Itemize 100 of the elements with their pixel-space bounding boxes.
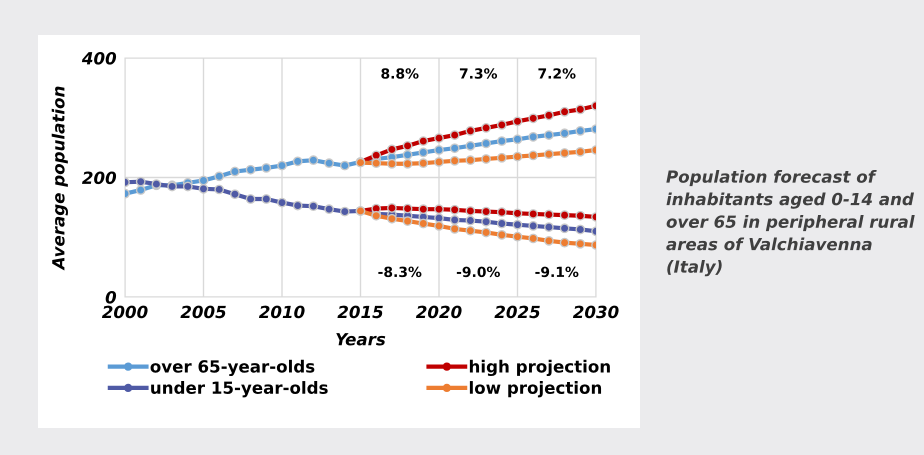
point (466, 155, 476, 166)
point (512, 208, 522, 218)
point (324, 158, 334, 168)
annotation: 7.3% (460, 68, 498, 79)
point (230, 166, 240, 176)
point (512, 152, 522, 162)
x-tick-label: 2010 (258, 306, 305, 318)
point (136, 185, 146, 195)
point (544, 149, 554, 160)
point (481, 123, 491, 133)
point (560, 106, 570, 117)
point (402, 140, 412, 151)
point (434, 204, 444, 214)
point (402, 204, 412, 214)
point (560, 210, 570, 220)
point (481, 216, 491, 227)
point (371, 158, 382, 168)
point (450, 143, 460, 154)
point (575, 146, 586, 157)
point (528, 113, 538, 124)
point (292, 156, 303, 166)
legend-label: high projection (470, 360, 610, 376)
point (402, 216, 412, 226)
point (402, 158, 412, 169)
point (496, 218, 507, 228)
point (528, 221, 538, 231)
point (544, 210, 554, 220)
point (528, 234, 538, 244)
point (575, 210, 586, 221)
point (496, 120, 507, 130)
point (560, 128, 570, 138)
point (418, 218, 428, 228)
point (496, 136, 507, 146)
point (434, 157, 444, 167)
point (560, 223, 570, 234)
point (496, 207, 507, 218)
point (214, 184, 224, 194)
point (512, 232, 522, 242)
point (544, 110, 554, 120)
point (418, 148, 428, 158)
point (496, 230, 507, 240)
point (340, 160, 350, 170)
y-axis-title: Average population (52, 86, 68, 270)
point (230, 189, 240, 200)
point (418, 204, 428, 214)
point (575, 238, 586, 249)
point (418, 136, 428, 146)
point (434, 221, 444, 231)
point (481, 138, 491, 148)
point (512, 116, 522, 126)
y-tick-label: 200 (82, 171, 116, 184)
point (340, 206, 350, 216)
annotation: 8.8% (381, 68, 419, 79)
point (528, 150, 538, 160)
point (292, 200, 303, 210)
point (261, 194, 272, 204)
annotation: -8.3% (378, 266, 422, 278)
point (466, 140, 476, 151)
point (246, 164, 256, 175)
point (544, 130, 554, 140)
point (371, 150, 382, 160)
point (560, 148, 570, 158)
legend-label: low projection (470, 381, 602, 398)
x-tick-label: 2000 (102, 306, 148, 318)
point (481, 206, 491, 216)
point (575, 224, 586, 234)
point (450, 204, 460, 215)
point (261, 163, 272, 173)
point (214, 171, 224, 182)
point (560, 238, 570, 248)
point (246, 194, 256, 204)
y-tick-label: 0 (106, 290, 116, 304)
point (434, 133, 444, 143)
point (308, 155, 318, 166)
point (387, 214, 397, 224)
point (198, 184, 208, 194)
point (450, 156, 460, 166)
point (544, 222, 554, 232)
annotation: -9.1% (535, 266, 578, 278)
point (512, 134, 522, 144)
point (481, 154, 491, 164)
point (387, 158, 397, 169)
point (528, 209, 538, 219)
point (481, 228, 491, 238)
point (496, 152, 507, 163)
point (434, 145, 444, 155)
point (575, 104, 586, 114)
y-tick-label: 400 (82, 52, 116, 65)
x-tick-label: 2025 (494, 306, 540, 318)
point (450, 130, 460, 140)
point (450, 224, 460, 234)
legend-label: over 65-year-olds (150, 360, 314, 376)
x-tick-label: 2020 (416, 306, 462, 318)
point (402, 150, 412, 160)
point (466, 206, 476, 216)
x-tick-label: 2030 (572, 306, 619, 318)
point (450, 215, 460, 225)
point (466, 126, 476, 136)
point (466, 226, 476, 236)
point (528, 132, 538, 142)
